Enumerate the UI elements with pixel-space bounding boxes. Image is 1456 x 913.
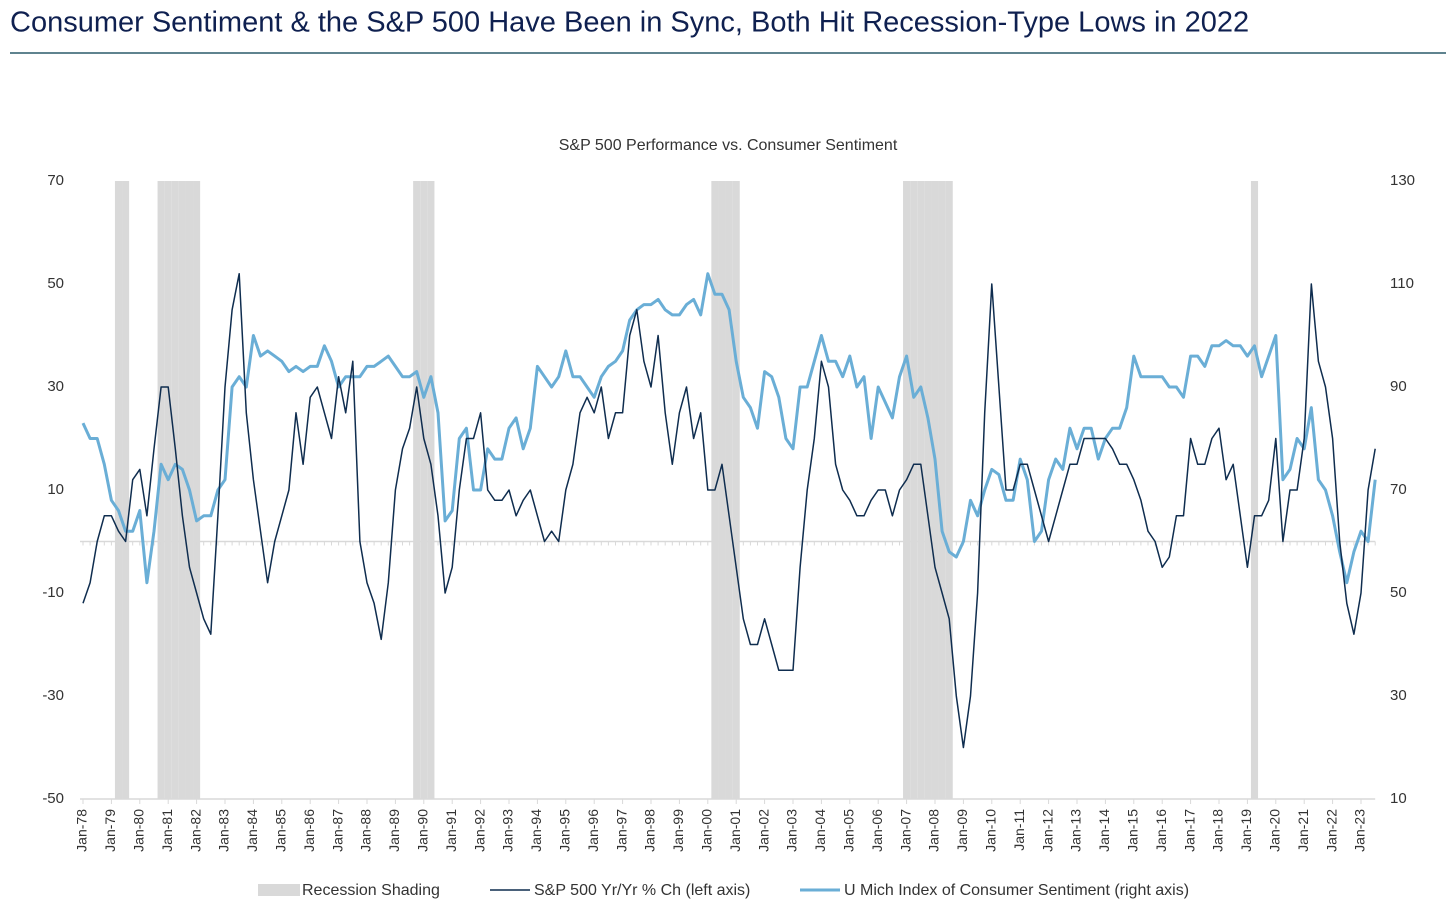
axes: 70 50 30 10 -10 -30 -50 130 110 90 70 50 30 10 Jan-78 J… xyxy=(42,172,1415,852)
recession-band xyxy=(114,181,123,799)
x-tick-label: Jan-78 xyxy=(74,809,90,852)
x-tick-label: Jan-88 xyxy=(358,809,374,852)
x-tick-label: Jan-11 xyxy=(1011,809,1027,851)
x-tick-label: Jan-00 xyxy=(699,809,715,852)
x-tick-label: Jan-98 xyxy=(642,809,658,852)
x-tick-label: Jan-22 xyxy=(1323,809,1339,852)
y-tick-label: 70 xyxy=(47,172,64,189)
x-tick-label: Jan-93 xyxy=(500,809,516,852)
recession-band xyxy=(178,181,186,799)
recession-band xyxy=(924,181,932,799)
x-tick-label: Jan-12 xyxy=(1039,809,1055,852)
recession-band xyxy=(157,181,165,799)
legend-label: S&P 500 Yr/Yr % Ch (left axis) xyxy=(534,882,750,899)
legend-label: Recession Shading xyxy=(302,882,440,899)
x-tick-label: Jan-81 xyxy=(159,809,175,852)
recession-band xyxy=(420,181,428,799)
x-tick-label: Jan-19 xyxy=(1238,809,1254,852)
legend-swatch xyxy=(258,884,300,896)
y2-tick-label: 70 xyxy=(1390,481,1407,498)
x-tick-label: Jan-05 xyxy=(841,809,857,852)
x-tick-label: Jan-82 xyxy=(187,809,203,852)
recession-band xyxy=(1250,181,1259,799)
x-tick-label: Jan-90 xyxy=(415,809,431,852)
recession-band xyxy=(413,181,421,799)
lines xyxy=(81,272,1377,749)
x-tick-label: Jan-15 xyxy=(1125,809,1141,852)
y2-tick-label: 10 xyxy=(1390,790,1407,807)
legend-label: U Mich Index of Consumer Sentiment (righ… xyxy=(844,882,1189,899)
chart-title: S&P 500 Performance vs. Consumer Sentime… xyxy=(559,137,898,154)
x-tick-label: Jan-17 xyxy=(1181,809,1197,852)
y2-tick-label: 90 xyxy=(1390,378,1407,395)
x-tick-label: Jan-21 xyxy=(1295,809,1311,852)
recession-band xyxy=(917,181,925,799)
y-tick-label: -30 xyxy=(42,687,64,704)
recession-band xyxy=(171,181,179,799)
x-tick-label: Jan-97 xyxy=(613,809,629,852)
x-tick-label: Jan-96 xyxy=(585,809,601,852)
y2-tick-label: 130 xyxy=(1390,172,1415,189)
y-tick-label: -10 xyxy=(42,584,64,601)
x-tick-label: Jan-08 xyxy=(926,809,942,852)
x-tick-label: Jan-91 xyxy=(443,809,459,852)
x-tick-label: Jan-83 xyxy=(216,809,232,852)
x-tick-label: Jan-86 xyxy=(301,809,317,852)
recession-band xyxy=(718,181,726,799)
legend: Recession Shading S&P 500 Yr/Yr % Ch (lef… xyxy=(258,882,1189,899)
x-tick-label: Jan-87 xyxy=(329,809,345,852)
x-tick-label: Jan-84 xyxy=(244,809,260,852)
page-title: Consumer Sentiment & the S&P 500 Have Be… xyxy=(10,7,1249,39)
x-tick-label: Jan-95 xyxy=(557,809,573,852)
x-tick-label: Jan-02 xyxy=(755,809,771,852)
y-tick-label: -50 xyxy=(42,790,64,807)
x-tick-label: Jan-14 xyxy=(1096,809,1112,852)
y-tick-label: 50 xyxy=(47,275,64,292)
x-tick-label: Jan-03 xyxy=(784,809,800,852)
x-tick-label: Jan-85 xyxy=(273,809,289,852)
recession-band xyxy=(903,181,911,799)
recession-band xyxy=(732,181,740,799)
y2-tick-label: 110 xyxy=(1390,275,1414,292)
recession-band xyxy=(164,181,172,799)
x-tick-label: Jan-18 xyxy=(1210,809,1226,852)
x-tick-label: Jan-13 xyxy=(1068,809,1084,852)
x-tick-label: Jan-20 xyxy=(1267,809,1283,852)
recession-band xyxy=(945,181,953,799)
recession-band xyxy=(938,181,946,799)
y-tick-label: 30 xyxy=(47,378,64,395)
x-tick-label: Jan-80 xyxy=(131,809,147,852)
x-tick-label: Jan-06 xyxy=(869,809,885,852)
x-tick-label: Jan-04 xyxy=(812,809,828,852)
recession-band xyxy=(122,181,130,799)
x-tick-label: Jan-92 xyxy=(471,809,487,852)
x-tick-label: Jan-89 xyxy=(386,809,402,852)
recession-band xyxy=(427,181,435,799)
x-tick-label: Jan-99 xyxy=(670,809,686,852)
x-tick-label: Jan-09 xyxy=(954,809,970,852)
recession-bands xyxy=(114,181,1259,799)
y2-tick-label: 30 xyxy=(1390,687,1407,704)
series-line xyxy=(82,272,1376,749)
series-line xyxy=(81,272,1377,585)
y-tick-label: 10 xyxy=(47,481,64,498)
recession-band xyxy=(931,181,939,799)
recession-band xyxy=(193,181,201,799)
x-tick-label: Jan-94 xyxy=(528,809,544,852)
x-tick-label: Jan-23 xyxy=(1352,809,1368,852)
x-tick-label: Jan-79 xyxy=(102,809,118,852)
x-tick-label: Jan-07 xyxy=(897,809,913,852)
recession-band xyxy=(910,181,918,799)
y2-tick-label: 50 xyxy=(1390,584,1407,601)
recession-band xyxy=(725,181,733,799)
x-tick-label: Jan-16 xyxy=(1153,809,1169,852)
x-tick-label: Jan-10 xyxy=(983,809,999,852)
x-tick-label: Jan-01 xyxy=(727,809,743,852)
